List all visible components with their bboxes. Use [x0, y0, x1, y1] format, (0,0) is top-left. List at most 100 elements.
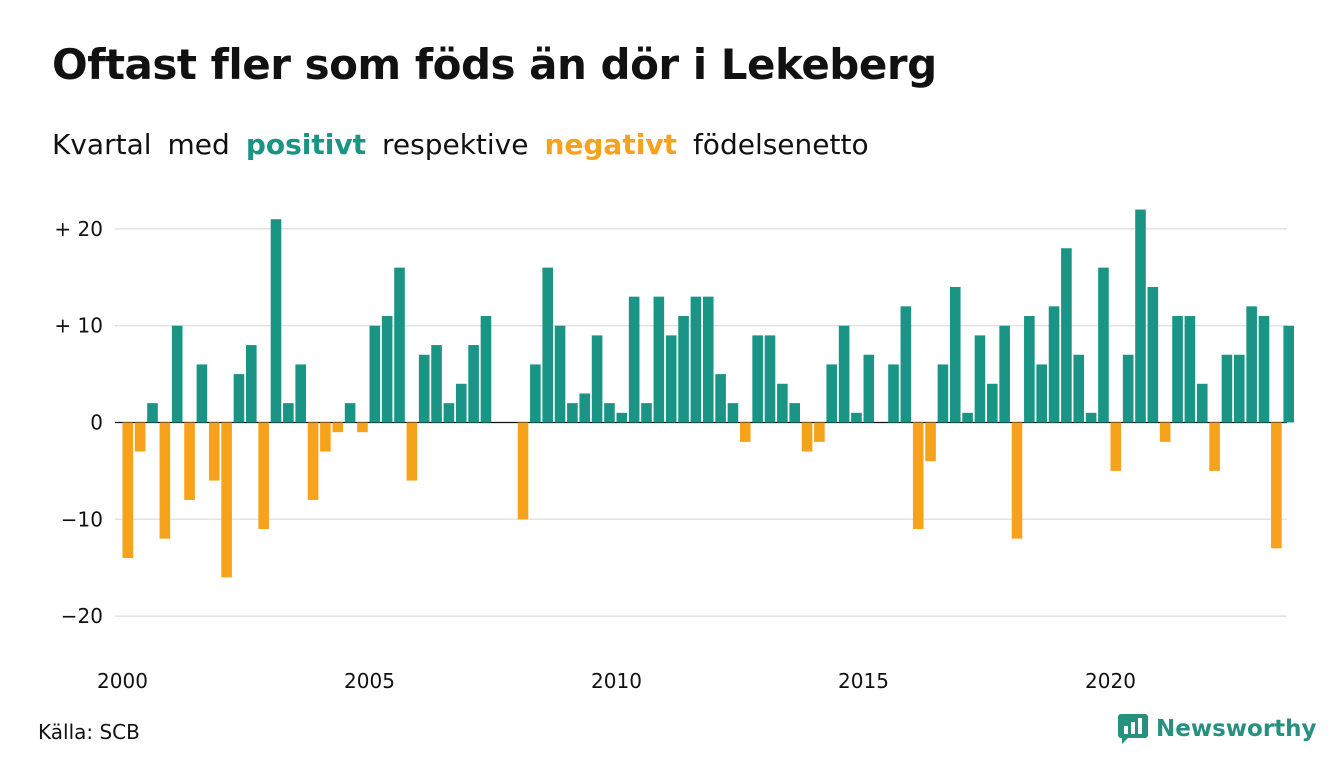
bar-positive — [715, 374, 726, 423]
bar-positive — [147, 403, 158, 423]
bar-positive — [752, 335, 763, 423]
bar-positive — [394, 267, 405, 423]
bar-positive — [900, 306, 912, 423]
bar-positive — [530, 364, 541, 423]
bar-positive — [777, 383, 788, 423]
bar-positive — [690, 296, 702, 423]
bar-positive — [1147, 286, 1159, 423]
bar-negative — [159, 422, 171, 539]
bar-positive — [591, 335, 603, 423]
bar-positive — [1048, 306, 1060, 423]
bar-negative — [1110, 422, 1122, 471]
bar-negative — [320, 422, 331, 452]
y-tick-label: −20 — [61, 604, 103, 628]
bar-positive — [1122, 354, 1134, 423]
bar-positive — [665, 335, 677, 423]
bar-negative — [258, 422, 269, 529]
bar-positive — [1234, 354, 1245, 423]
bar-positive — [1258, 316, 1270, 423]
y-tick-label: + 20 — [54, 217, 103, 241]
bar-negative — [1011, 422, 1023, 539]
bar-positive — [604, 403, 615, 423]
bar-positive — [1196, 383, 1208, 423]
bar-negative — [357, 422, 368, 433]
subtitle-part-1: Kvartal — [52, 128, 152, 161]
bars — [122, 209, 1294, 578]
bar-positive — [1172, 316, 1183, 423]
bar-positive — [999, 325, 1010, 423]
x-axis-ticks: 2000 2005 2010 2015 2020 — [97, 669, 1136, 693]
bar-positive — [283, 403, 294, 423]
y-tick-label: 0 — [90, 411, 103, 435]
bar-positive — [455, 383, 467, 423]
y-axis-ticks: + 20 + 10 0 −10 −20 — [54, 217, 103, 628]
bar-positive — [554, 325, 566, 423]
bar-positive — [1098, 267, 1109, 423]
subtitle-part-4: födelsenetto — [692, 128, 869, 161]
bar-positive — [233, 374, 245, 423]
bar-positive — [1184, 316, 1196, 423]
bar-positive — [443, 403, 455, 423]
chart-title: Oftast fler som föds än dör i Lekeberg — [52, 40, 937, 89]
bar-positive — [1283, 325, 1294, 423]
brand-name: Newsworthy — [1156, 716, 1317, 742]
bar-positive — [369, 325, 381, 423]
bar-negative — [814, 422, 825, 442]
x-tick-label: 2020 — [1085, 669, 1136, 693]
bar-negative — [1209, 422, 1220, 471]
bar-positive — [1024, 316, 1035, 423]
bar-negative — [801, 422, 813, 452]
bar-positive — [702, 296, 714, 423]
subtitle-part-3: respektive — [381, 128, 529, 161]
bar-positive — [937, 364, 949, 423]
bar-positive — [1061, 248, 1072, 423]
bar-positive — [727, 403, 739, 423]
x-tick-label: 2005 — [344, 669, 395, 693]
bar-positive — [987, 383, 998, 423]
bar-negative — [307, 422, 319, 500]
bar-positive — [579, 393, 591, 423]
bar-negative — [406, 422, 418, 481]
bar-negative — [208, 422, 220, 481]
bar-positive — [962, 412, 973, 423]
bar-positive — [851, 412, 862, 423]
bar-positive — [1135, 209, 1146, 423]
bar-positive — [381, 316, 393, 423]
bar-positive — [270, 219, 282, 423]
y-tick-label: + 10 — [54, 314, 103, 338]
bar-positive — [196, 364, 208, 423]
bar-negative — [912, 422, 924, 529]
bar-positive — [616, 412, 628, 423]
brand-logo[interactable]: Newsworthy — [1118, 714, 1317, 744]
bar-positive — [764, 335, 776, 423]
bar-positive — [863, 354, 875, 423]
bar-positive — [1085, 412, 1097, 423]
bar-positive — [838, 325, 850, 423]
bar-positive — [344, 403, 356, 423]
bar-negative — [221, 422, 232, 578]
bar-positive — [641, 403, 652, 423]
bar-positive — [888, 364, 899, 423]
bar-positive — [974, 335, 986, 423]
bar-negative — [1159, 422, 1171, 442]
bar-negative — [740, 422, 751, 442]
bar-positive — [1246, 306, 1257, 423]
bar-positive — [480, 316, 492, 423]
bar-positive — [295, 364, 306, 423]
bar-positive — [468, 345, 479, 423]
bar-negative — [1271, 422, 1282, 549]
subtitle-negative-word: negativt — [544, 128, 677, 161]
bar-negative — [925, 422, 936, 462]
bar-positive — [171, 325, 183, 423]
bar-positive — [567, 403, 578, 423]
bar-positive — [418, 354, 430, 423]
bar-positive — [949, 286, 961, 423]
x-tick-label: 2015 — [838, 669, 889, 693]
x-tick-label: 2010 — [591, 669, 642, 693]
bar-positive — [678, 316, 689, 423]
bar-negative — [184, 422, 195, 500]
bar-positive — [1036, 364, 1047, 423]
newsworthy-logo-icon — [1118, 714, 1148, 744]
bar-negative — [122, 422, 134, 559]
bar-positive — [246, 345, 257, 423]
